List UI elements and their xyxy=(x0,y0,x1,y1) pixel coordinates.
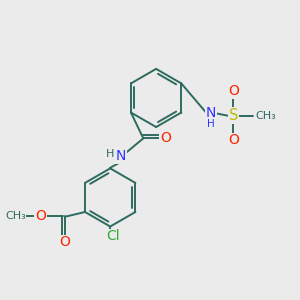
Text: CH₃: CH₃ xyxy=(255,111,276,121)
Text: N: N xyxy=(206,106,216,120)
Text: CH₃: CH₃ xyxy=(5,212,26,221)
Text: Cl: Cl xyxy=(106,229,119,243)
Text: H: H xyxy=(106,149,114,159)
Text: S: S xyxy=(229,108,238,123)
Text: O: O xyxy=(35,209,46,224)
Text: O: O xyxy=(228,133,239,147)
Text: O: O xyxy=(228,84,239,98)
Text: N: N xyxy=(116,149,126,163)
Text: H: H xyxy=(207,119,215,129)
Text: O: O xyxy=(160,131,171,146)
Text: O: O xyxy=(59,236,70,249)
